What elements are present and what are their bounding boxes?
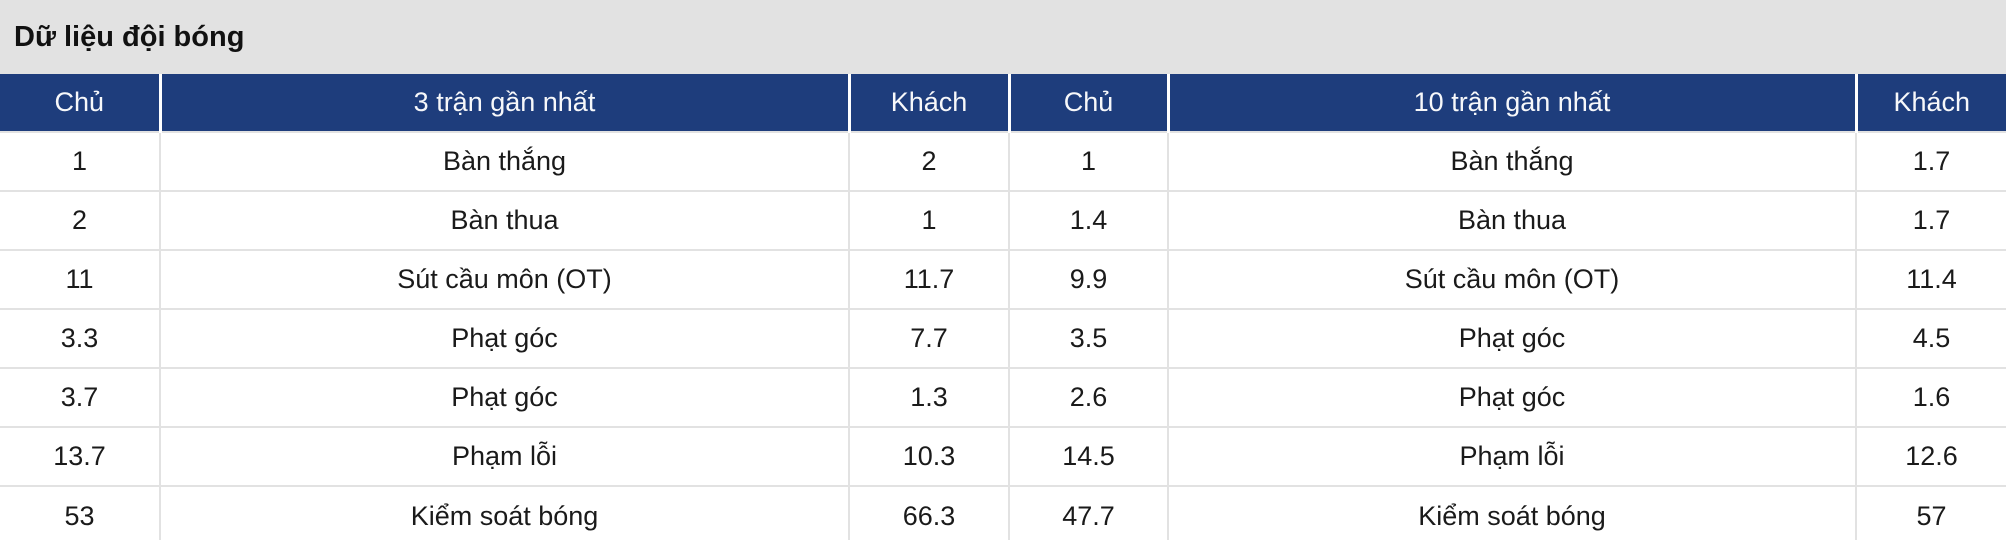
table-body: 1 Bàn thắng 2 1 Bàn thắng 1.7 2 Bàn thua 1 1.4 Bàn… (0, 131, 2006, 540)
table-row: 53 Kiểm soát bóng 66.3 47.7 Kiểm soát bóng 57 (0, 485, 2006, 540)
cell-home-3: 1 (0, 131, 161, 192)
table-row: 11 Sút cầu môn (OT) 11.7 9.9 Sút cầu môn (OT… (0, 249, 2006, 310)
cell-home-3: 3.3 (0, 308, 161, 369)
table-header: Chủ 3 trận gần nhất Khách Chủ 10 trận gần nh… (0, 74, 2006, 132)
cell-home-10: 9.9 (1008, 249, 1169, 310)
cell-home-3: 2 (0, 190, 161, 251)
cell-home-10: 2.6 (1008, 367, 1169, 428)
cell-home-10: 47.7 (1008, 485, 1169, 540)
cell-home-10: 14.5 (1008, 426, 1169, 487)
page-title: Dữ liệu đội bóng (14, 20, 245, 53)
cell-away-10: 1.6 (1855, 367, 2006, 428)
cell-stat-3: Phạt góc (159, 308, 850, 369)
cell-stat-3: Sút cầu môn (OT) (159, 249, 850, 310)
column-header-home-10: Chủ (1007, 74, 1168, 132)
cell-stat-10: Bàn thua (1167, 190, 1857, 251)
cell-stat-10: Bàn thắng (1167, 131, 1857, 192)
cell-stat-3: Phạm lỗi (159, 426, 850, 487)
cell-away-10: 1.7 (1855, 190, 2006, 251)
cell-away-10: 11.4 (1855, 249, 2006, 310)
cell-away-3: 1.3 (848, 367, 1010, 428)
cell-stat-3: Bàn thua (159, 190, 850, 251)
column-header-home-3: Chủ (0, 74, 160, 132)
cell-away-3: 11.7 (848, 249, 1010, 310)
cell-stat-10: Phạt góc (1167, 367, 1857, 428)
table-row: 2 Bàn thua 1 1.4 Bàn thua 1.7 (0, 190, 2006, 251)
cell-stat-10: Phạt góc (1167, 308, 1857, 369)
cell-away-10: 57 (1855, 485, 2006, 540)
cell-stat-10: Kiểm soát bóng (1167, 485, 1857, 540)
cell-home-3: 3.7 (0, 367, 161, 428)
cell-home-10: 3.5 (1008, 308, 1169, 369)
cell-stat-10: Sút cầu môn (OT) (1167, 249, 1857, 310)
team-data-table: Chủ 3 trận gần nhất Khách Chủ 10 trận gần nh… (0, 74, 2006, 540)
cell-home-3: 13.7 (0, 426, 161, 487)
column-header-away-10: Khách (1854, 74, 2006, 132)
column-header-stat-10: 10 trận gần nhất (1166, 74, 1856, 132)
cell-away-10: 12.6 (1855, 426, 2006, 487)
cell-home-3: 11 (0, 249, 161, 310)
cell-stat-3: Kiểm soát bóng (159, 485, 850, 540)
cell-away-3: 1 (848, 190, 1010, 251)
cell-stat-3: Phạt góc (159, 367, 850, 428)
cell-away-10: 4.5 (1855, 308, 2006, 369)
cell-away-3: 7.7 (848, 308, 1010, 369)
cell-away-10: 1.7 (1855, 131, 2006, 192)
title-bar: Dữ liệu đội bóng (0, 0, 2006, 74)
header-row: Chủ 3 trận gần nhất Khách Chủ 10 trận gần nh… (0, 74, 2006, 132)
cell-away-3: 10.3 (848, 426, 1010, 487)
table-row: 3.7 Phạt góc 1.3 2.6 Phạt góc 1.6 (0, 367, 2006, 428)
cell-home-10: 1.4 (1008, 190, 1169, 251)
cell-stat-3: Bàn thắng (159, 131, 850, 192)
cell-home-3: 53 (0, 485, 161, 540)
cell-away-3: 2 (848, 131, 1010, 192)
table-row: 13.7 Phạm lỗi 10.3 14.5 Phạm lỗi 12.6 (0, 426, 2006, 487)
cell-stat-10: Phạm lỗi (1167, 426, 1857, 487)
table-row: 3.3 Phạt góc 7.7 3.5 Phạt góc 4.5 (0, 308, 2006, 369)
column-header-stat-3: 3 trận gần nhất (158, 74, 849, 132)
column-header-away-3: Khách (847, 74, 1009, 132)
cell-away-3: 66.3 (848, 485, 1010, 540)
table-row: 1 Bàn thắng 2 1 Bàn thắng 1.7 (0, 131, 2006, 192)
cell-home-10: 1 (1008, 131, 1169, 192)
